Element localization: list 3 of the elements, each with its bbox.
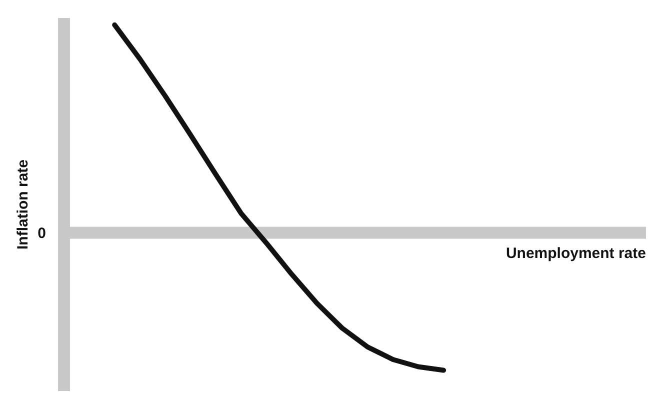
ref-line-label: 0: [38, 225, 46, 242]
y-axis-title: Inflation rate: [14, 159, 32, 250]
x-axis-title: Unemployment rate: [506, 244, 646, 262]
